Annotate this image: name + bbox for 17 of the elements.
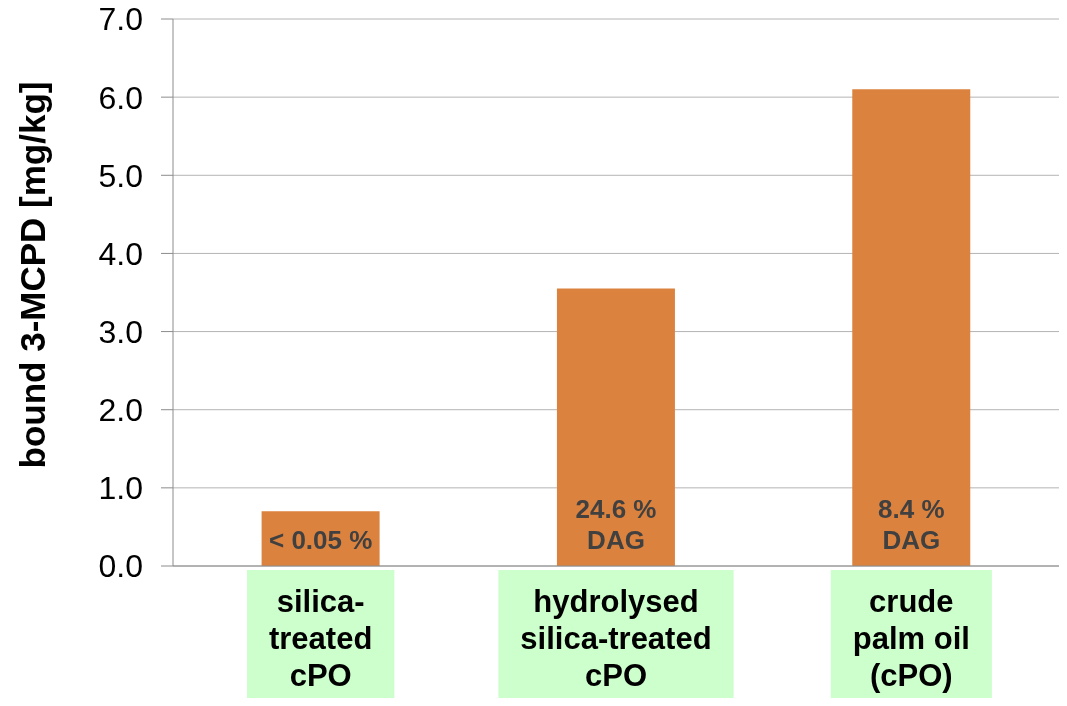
x-tick-label: hydrolysed silica-treated cPO [520, 584, 712, 693]
y-tick-label: 1.0 [98, 470, 143, 507]
y-tick-label: 5.0 [98, 157, 143, 194]
x-tick-label: crude palm oil (cPO) [852, 584, 970, 693]
x-tick-label: silica- treated cPO [268, 584, 373, 693]
y-tick-label: 6.0 [98, 79, 143, 116]
y-tick-label: 0.0 [98, 548, 143, 585]
y-tick-label: 3.0 [98, 313, 143, 350]
bar [556, 288, 675, 566]
y-tick-label: 4.0 [98, 235, 143, 272]
annotation: < 0.05 % [268, 525, 373, 555]
annotation: 8.4 % DAG [878, 494, 945, 555]
y-axis-title: bound 3-MCPD [mg/kg] [12, 81, 52, 469]
bar [852, 89, 971, 566]
annotation: 24.6 % DAG [575, 494, 657, 555]
y-tick-label: 7.0 [98, 1, 143, 38]
y-tick-label: 2.0 [98, 392, 143, 429]
